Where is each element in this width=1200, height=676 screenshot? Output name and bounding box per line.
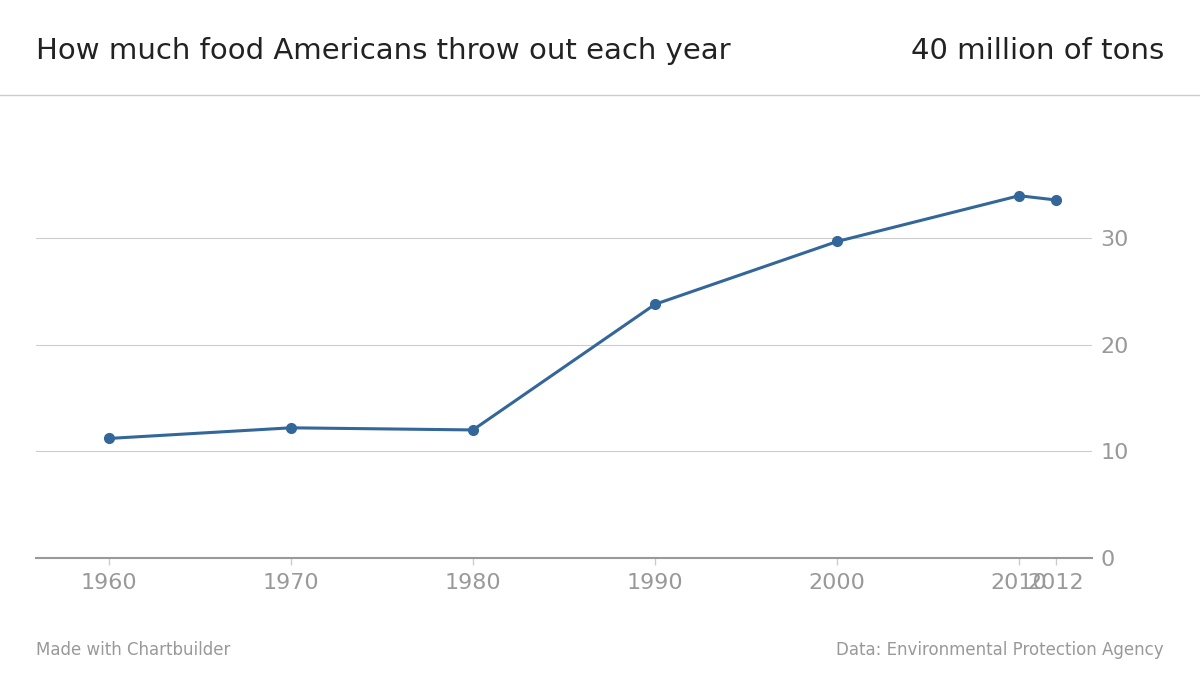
Text: 40 million of tons: 40 million of tons [911, 37, 1164, 65]
Text: How much food Americans throw out each year: How much food Americans throw out each y… [36, 37, 731, 65]
Text: Made with Chartbuilder: Made with Chartbuilder [36, 641, 230, 659]
Text: Data: Environmental Protection Agency: Data: Environmental Protection Agency [836, 641, 1164, 659]
